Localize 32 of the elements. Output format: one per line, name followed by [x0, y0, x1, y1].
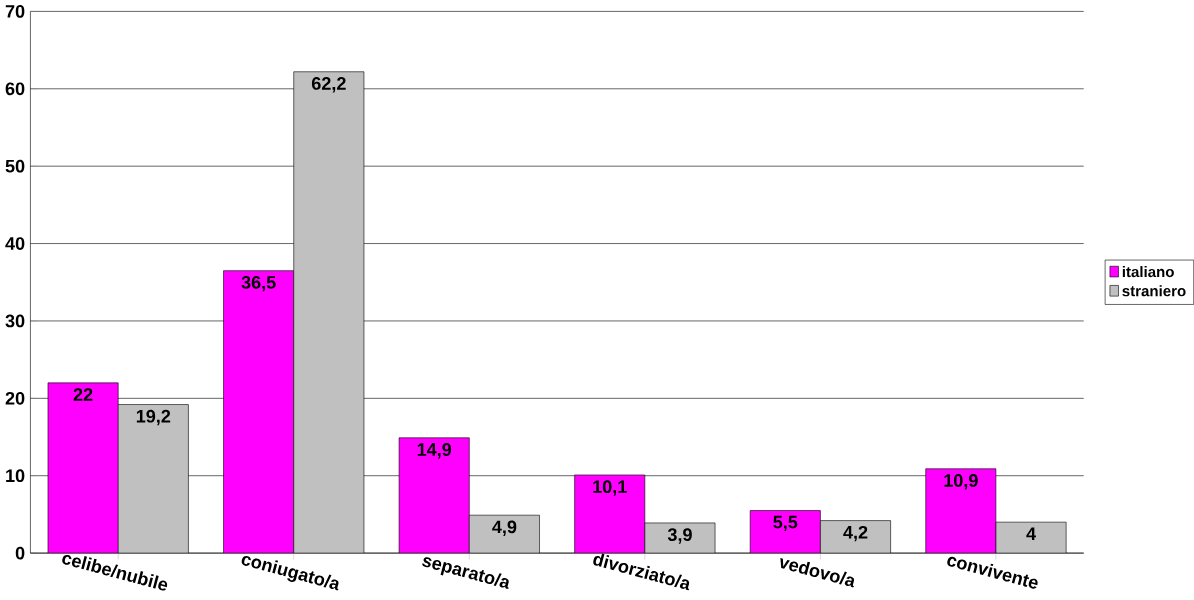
data-label: 62,2: [311, 76, 346, 93]
data-label: 4,2: [843, 525, 868, 542]
y-tick-label: 40: [5, 237, 25, 250]
bar: [749, 510, 821, 553]
data-label: 10,1: [593, 480, 627, 496]
data-label: 4,9: [492, 520, 517, 536]
y-tick-label: 0: [15, 546, 25, 560]
bar: [995, 521, 1067, 553]
y-tick-label: 50: [5, 159, 25, 173]
data-label: 14,9: [417, 443, 452, 459]
bar: [293, 71, 365, 553]
data-label: 19,2: [136, 409, 171, 426]
bar: [117, 404, 189, 553]
bar: [47, 382, 119, 553]
data-label: 10,9: [944, 473, 978, 490]
legend-label: italiano: [1122, 265, 1174, 277]
data-label: 4: [1026, 527, 1036, 540]
legend-label: straniero: [1122, 285, 1186, 297]
y-tick-label: 10: [6, 469, 25, 482]
bar: [574, 474, 646, 553]
x-tick-label: vedovo/a: [780, 557, 855, 588]
bar: [223, 270, 295, 553]
y-tick-label: 60: [5, 82, 25, 96]
data-label: 22: [73, 388, 93, 401]
bar: [398, 437, 470, 553]
data-label: 36,5: [241, 275, 276, 292]
data-label: 3,9: [667, 528, 692, 544]
y-tick-label: 20: [5, 391, 25, 405]
y-tick-label: 70: [5, 4, 25, 18]
y-tick-label: 30: [5, 314, 25, 328]
bar: [925, 468, 997, 553]
data-label: 5,5: [773, 515, 798, 531]
